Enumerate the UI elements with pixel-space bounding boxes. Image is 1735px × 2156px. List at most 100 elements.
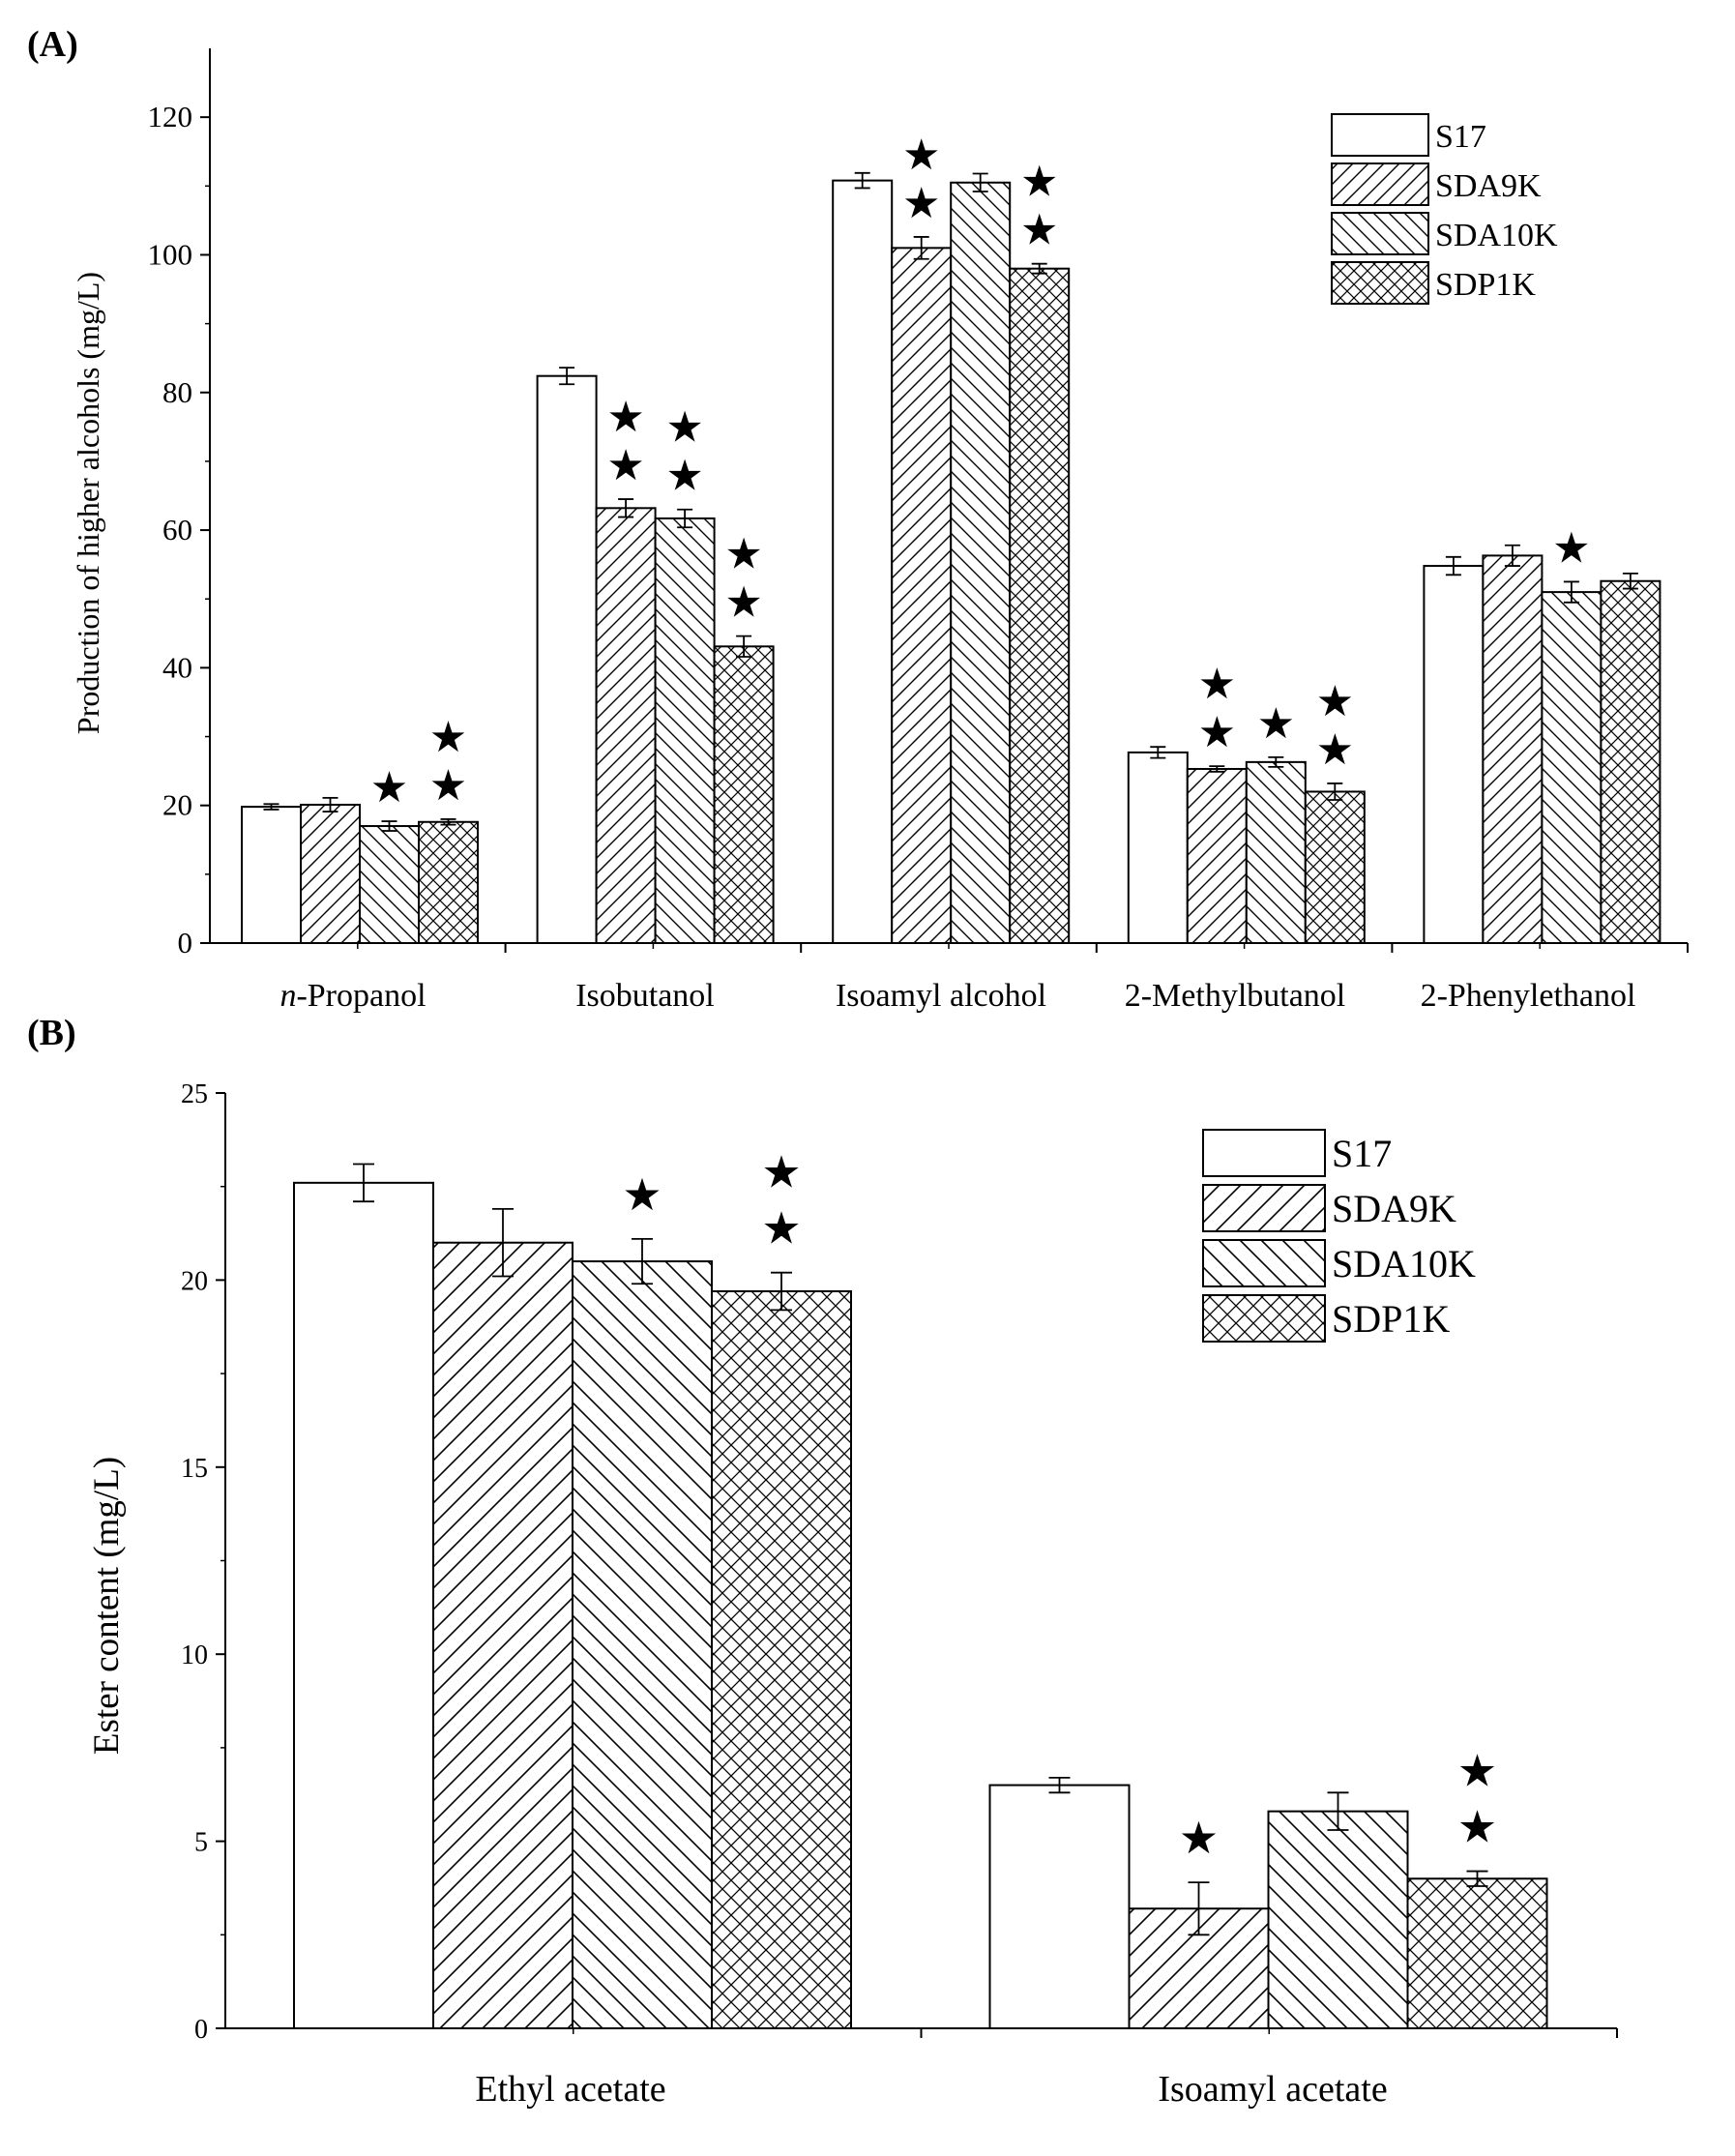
legend-label-sda9k: SDA9K (1332, 1187, 1456, 1230)
significance-star: ★ (429, 713, 467, 762)
bar-isoamyl-alcohol-sda9k (891, 247, 953, 945)
panel-b-y-ticks: 0 5 10 15 20 25 (181, 1079, 1618, 2045)
significance-star: ★ (1457, 1745, 1497, 1797)
legend-label-sdp1k: SDP1K (1435, 267, 1536, 303)
legend-label-sda10k: SDA10K (1435, 218, 1558, 253)
bar-n-propanol-s17 (241, 806, 302, 944)
significance-star: ★ (665, 403, 703, 453)
significance-star: ★ (761, 1146, 801, 1198)
y-tick-label: 0 (178, 926, 193, 960)
bar-isobutanol-sda10k (654, 517, 716, 944)
y-tick-label: 10 (181, 1640, 208, 1670)
panel-a-legend: S17 SDA9K SDA10K SDP1K (1331, 113, 1558, 305)
bar-ethyl-acetate-sda10k (572, 1260, 713, 2030)
significance-star: ★ (665, 452, 703, 501)
panel-b-category-labels: Ethyl acetate Isoamyl acetate (475, 2069, 1387, 2110)
panel-a-y-axis-label: Production of higher alcohols (mg/L) (71, 272, 105, 734)
y-tick-label: 60 (162, 513, 192, 546)
panel-a-category-labels: n-Propanol Isobutanol Isoamyl alcohol 2-… (279, 978, 1635, 1014)
legend-label-s17: S17 (1435, 119, 1486, 155)
legend-swatch-s17 (1331, 113, 1429, 157)
significance-star: ★ (429, 761, 467, 811)
significance-star: ★ (1316, 725, 1354, 775)
bar-n-propanol-sdp1k (418, 820, 479, 944)
legend-label-sda10k: SDA10K (1332, 1242, 1476, 1285)
legend-label-sdp1k: SDP1K (1332, 1297, 1450, 1341)
bar-2-phenylethanol-sda10k (1541, 591, 1603, 944)
bar-isoamyl-acetate-sda10k (1267, 1810, 1409, 2029)
panel-b-legend: S17 SDA9K SDA10K SDP1K (1202, 1129, 1476, 1343)
y-tick-label: 5 (194, 1828, 208, 1858)
bar-isoamyl-acetate-sdp1k (1406, 1877, 1548, 2030)
bar-2-phenylethanol-s17 (1423, 565, 1485, 944)
bar-ethyl-acetate-sdp1k (711, 1290, 852, 2029)
panel-a-bars: ★ ★★★★★★★★★★★★★★★★★★ (241, 131, 1661, 945)
y-tick-label: 40 (162, 650, 192, 684)
y-tick-label: 0 (194, 2015, 208, 2045)
category-label-ethyl-acetate: Ethyl acetate (475, 2069, 665, 2110)
legend-swatch-sda10k (1331, 212, 1429, 255)
category-label-n-propanol: n-Propanol (279, 978, 426, 1014)
legend-label-sda9k: SDA9K (1435, 168, 1542, 204)
bar-n-propanol-sda10k (359, 825, 420, 944)
significance-star: ★ (902, 179, 940, 228)
significance-star: ★ (622, 1168, 662, 1221)
category-label-isoamyl-alcohol: Isoamyl alcohol (836, 978, 1046, 1014)
panel-b-label: (B) (27, 1013, 76, 1053)
legend-swatch-sda9k (1331, 162, 1429, 206)
significance-star: ★ (1020, 206, 1058, 255)
panel-a-label: (A) (27, 24, 78, 65)
panel-b-bars: ★★★★ ★★ (293, 1146, 1548, 2030)
legend-swatch-sdp1k (1202, 1294, 1326, 1343)
legend-label-s17: S17 (1332, 1132, 1392, 1175)
bar-isoamyl-alcohol-sda10k (950, 181, 1012, 944)
bar-2-methylbutanol-sda10k (1245, 760, 1307, 944)
significance-star: ★ (724, 578, 762, 628)
significance-star: ★ (1552, 523, 1590, 573)
y-tick-label: 20 (162, 788, 192, 822)
significance-star: ★ (606, 393, 644, 442)
bar-ethyl-acetate-sda9k (432, 1241, 573, 2029)
significance-star: ★ (1198, 708, 1236, 757)
legend-swatch-sda9k (1202, 1184, 1326, 1232)
bar-isobutanol-sda9k (595, 507, 657, 944)
significance-star: ★ (606, 441, 644, 490)
bar-isoamyl-alcohol-s17 (832, 179, 894, 945)
category-label-2-phenylethanol: 2-Phenylethanol (1421, 978, 1636, 1014)
significance-star: ★ (370, 763, 408, 812)
significance-star: ★ (761, 1202, 801, 1255)
y-tick-label: 25 (181, 1079, 208, 1109)
category-label-isoamyl-acetate: Isoamyl acetate (1158, 2069, 1387, 2110)
panel-b-axes (224, 1093, 1617, 2029)
y-tick-label: 15 (181, 1454, 208, 1484)
panel-a-axes (209, 48, 1688, 944)
bar-2-methylbutanol-sda9k (1186, 767, 1248, 944)
y-tick-label: 100 (148, 237, 193, 271)
significance-star: ★ (902, 131, 940, 180)
category-label-isobutanol: Isobutanol (575, 978, 715, 1014)
significance-star: ★ (1257, 699, 1295, 749)
significance-star: ★ (1179, 1812, 1219, 1864)
panel-a-y-ticks: 0 20 40 60 80 100 120 (148, 100, 1689, 960)
bar-ethyl-acetate-s17 (293, 1181, 434, 2030)
panel-a-higher-alcohols: (A) Production of higher alcohols (mg/L)… (27, 24, 1689, 1014)
bar-2-phenylethanol-sda9k (1482, 554, 1544, 945)
bar-isoamyl-alcohol-sdp1k (1009, 267, 1071, 944)
bar-n-propanol-sda9k (300, 803, 361, 944)
panel-b-y-axis-label: Ester content (mg/L) (87, 1457, 127, 1755)
bar-isobutanol-sdp1k (713, 645, 775, 944)
legend-swatch-s17 (1202, 1129, 1326, 1177)
significance-star: ★ (1198, 660, 1236, 709)
significance-star: ★ (1457, 1801, 1497, 1853)
bar-isoamyl-acetate-s17 (988, 1784, 1131, 2029)
significance-star: ★ (1316, 677, 1354, 726)
bar-2-methylbutanol-sdp1k (1304, 790, 1366, 945)
bar-2-methylbutanol-s17 (1127, 751, 1189, 945)
bar-2-phenylethanol-sdp1k (1600, 579, 1661, 944)
category-label-2-methylbutanol: 2-Methylbutanol (1125, 978, 1346, 1014)
legend-swatch-sda10k (1202, 1239, 1326, 1287)
bar-isobutanol-s17 (536, 374, 598, 944)
y-tick-label: 20 (181, 1266, 208, 1296)
